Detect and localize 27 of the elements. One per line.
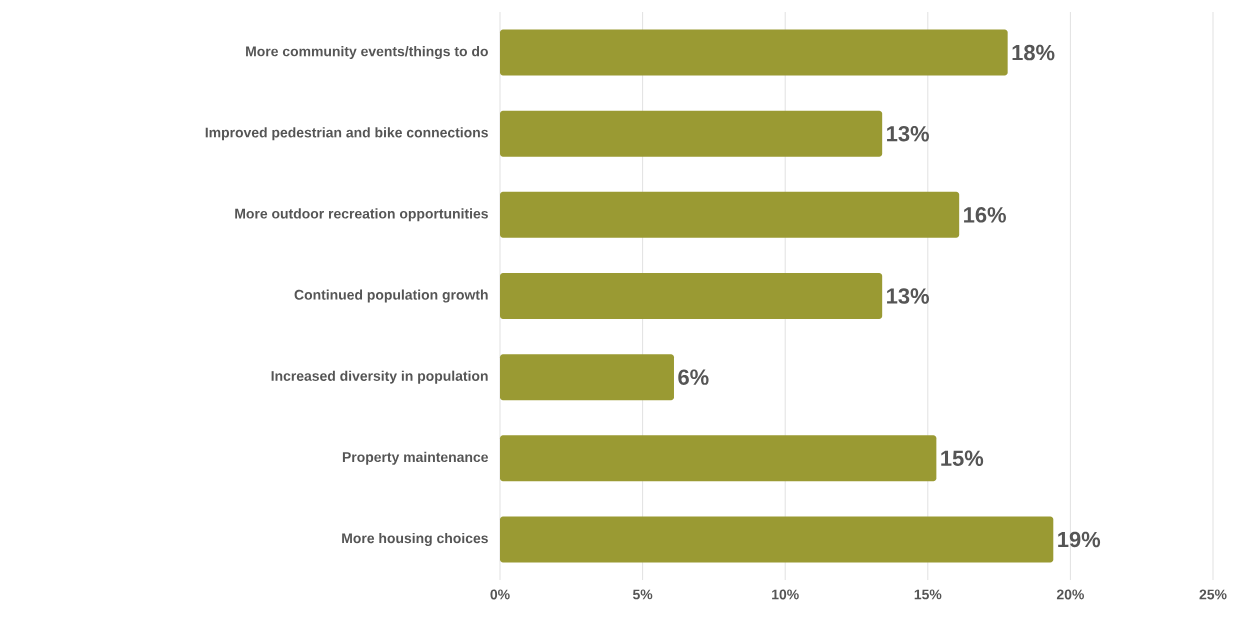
bar xyxy=(500,354,674,401)
y-tick-label: Continued population growth xyxy=(294,289,488,303)
y-tick-label: More outdoor recreation opportunities xyxy=(235,208,488,222)
data-label: 15% xyxy=(941,450,984,467)
data-label: 18% xyxy=(1012,44,1055,61)
bar xyxy=(500,516,1054,563)
y-tick-label: Property maintenance xyxy=(342,451,488,465)
data-label: 19% xyxy=(1058,531,1101,548)
y-tick-label: Increased diversity in population xyxy=(271,370,488,384)
bar xyxy=(500,110,883,157)
x-tick-label: 20% xyxy=(1056,589,1084,600)
bar xyxy=(500,273,883,319)
data-label: 6% xyxy=(678,369,709,385)
x-tick-label: 5% xyxy=(632,589,653,600)
bar xyxy=(500,191,960,238)
x-tick-label: 25% xyxy=(1199,589,1227,600)
data-label: 16% xyxy=(964,207,1006,223)
y-tick-label: Improved pedestrian and bike connections xyxy=(205,127,488,141)
data-label: 13% xyxy=(887,125,929,142)
data-label: 13% xyxy=(887,288,929,304)
x-tick-label: 0% xyxy=(490,589,510,600)
bar xyxy=(500,29,1008,76)
x-tick-label: 10% xyxy=(772,589,799,600)
y-tick-label: More housing choices xyxy=(342,532,488,546)
x-tick-label: 15% xyxy=(914,589,942,600)
y-tick-label: More community events/things to do xyxy=(246,46,488,60)
bar xyxy=(500,435,937,482)
